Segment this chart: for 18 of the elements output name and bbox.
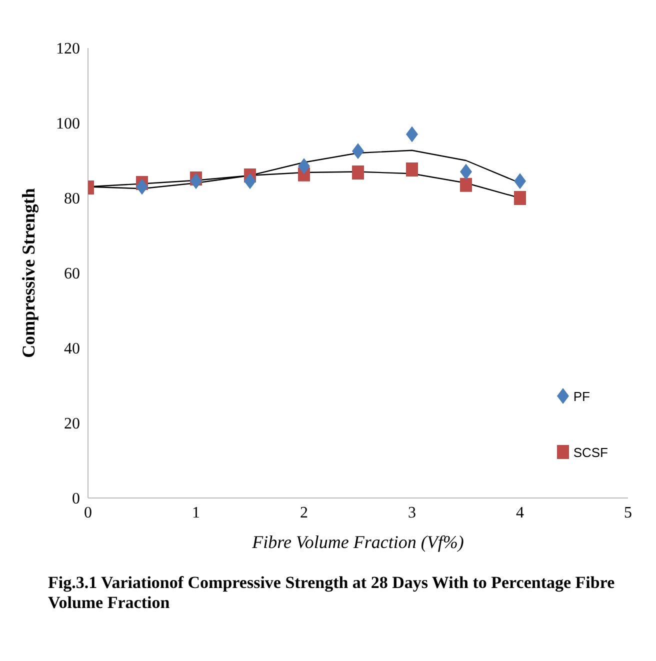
x-axis-title: Fibre Volume Fraction (Vf%)	[251, 532, 464, 552]
y-tick-label: 60	[64, 266, 80, 283]
y-tick-label: 120	[56, 40, 80, 58]
caption: Fig.3.1 Variationof Compressive Strength at 28 Days With to Percentage Fibre Volume Fraction	[48, 573, 616, 613]
x-tick-label: 2	[300, 504, 308, 522]
y-tick-label: 100	[56, 116, 80, 133]
x-tick-label: 5	[624, 504, 632, 522]
y-tick-label: 20	[64, 416, 80, 433]
y-tick-label: 80	[64, 190, 80, 208]
legend-label: SCSF	[573, 444, 608, 460]
x-tick-label: 1	[192, 504, 200, 522]
y-tick-label: 0	[72, 490, 80, 508]
y-tick-label: 40	[64, 340, 80, 358]
y-axis-title: Compressive Strength	[18, 188, 38, 358]
x-tick-label: 4	[516, 504, 524, 522]
x-tick-label: 0	[84, 504, 92, 522]
x-tick-label: 3	[408, 504, 416, 522]
legend-label: PF	[573, 388, 590, 404]
